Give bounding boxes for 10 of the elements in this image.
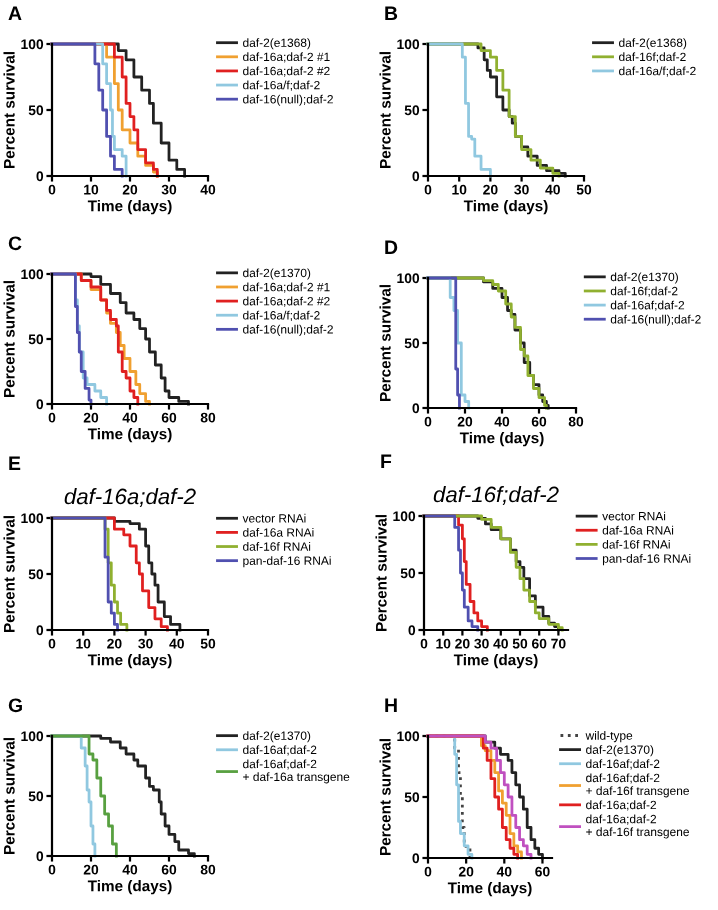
chart-title: daf-16f;daf-2 [433,486,559,505]
text: G [8,698,22,713]
text: H [385,698,397,712]
text: B [385,6,398,20]
text: D [385,240,398,254]
text: A [8,6,22,20]
text: E [9,456,21,470]
text: F [381,454,392,468]
text: C [8,236,22,251]
chart-title: daf-16a;daf-2 [64,488,196,507]
